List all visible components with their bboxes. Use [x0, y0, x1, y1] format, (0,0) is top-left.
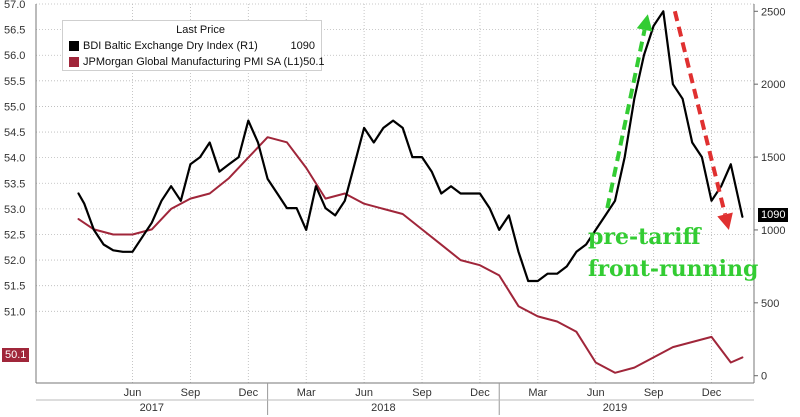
legend-value-bdi: 1090: [290, 40, 315, 52]
left-tick-label: 52.5: [4, 229, 25, 241]
x-tick-label: Dec: [239, 387, 259, 399]
x-tick-label: Jun: [124, 387, 142, 399]
left-tick-label: 51.5: [4, 281, 25, 293]
year-label: 2018: [371, 402, 395, 414]
legend-entry-pmi: JPMorgan Global Manufacturing PMI SA (L1…: [63, 54, 325, 70]
red-down-arrow-shaft: [672, 10, 728, 215]
red-down-arrow: [672, 10, 733, 230]
right-axis: 0 500 1000 1500 2000 2500: [754, 6, 785, 383]
annotation-text-line1: pre-tariff: [588, 224, 701, 250]
legend-entry-bdi: BDI Baltic Exchange Dry Index (R1) 1090: [63, 38, 321, 54]
x-axis: Jun Sep Dec Mar Jun Sep Dec Mar Jun Sep Dec 2017 201…: [36, 383, 754, 415]
x-tick-label: Dec: [702, 387, 722, 399]
left-tick-label: 56.0: [4, 50, 25, 62]
legend-swatch-bdi: [69, 41, 79, 51]
right-tick-label: 1000: [761, 225, 785, 237]
right-tick-label: 500: [761, 298, 779, 310]
left-tick-label: 56.5: [4, 25, 25, 37]
year-label: 2017: [140, 402, 164, 414]
legend-label-bdi: BDI Baltic Exchange Dry Index (R1): [83, 40, 258, 52]
legend-header: Last Price: [176, 24, 225, 36]
x-tick-label: Sep: [644, 387, 664, 399]
x-tick-label: Mar: [297, 387, 316, 399]
series-layer: [77, 10, 744, 374]
x-tick-label: Sep: [412, 387, 432, 399]
x-tick-label: Sep: [181, 387, 201, 399]
right-tick-label: 2500: [761, 6, 785, 18]
plot-frame: [35, 4, 755, 384]
x-tick-label: Jun: [587, 387, 605, 399]
green-up-arrow-head: [636, 14, 653, 32]
left-tick-label: 55.0: [4, 101, 25, 113]
year-label: 2019: [603, 402, 627, 414]
red-down-arrow-head: [717, 212, 733, 230]
series-line-pmi: [77, 136, 744, 374]
last-value-badge-bdi: 1090: [758, 207, 789, 222]
annotation-arrows: [605, 10, 733, 230]
series-line-bdi: [77, 10, 744, 283]
x-tick-label: Jun: [355, 387, 373, 399]
left-tick-label: 52.0: [4, 255, 25, 267]
left-tick-label: 53.0: [4, 204, 25, 216]
left-tick-label: 57.0: [4, 0, 25, 11]
left-tick-label: 51.0: [4, 306, 25, 318]
legend-value-pmi: 50.1: [303, 56, 325, 68]
annotation-text-line2: front-running: [588, 256, 759, 282]
left-tick-label: 54.0: [4, 153, 25, 165]
legend-label-pmi: JPMorgan Global Manufacturing PMI SA (L1…: [83, 56, 304, 68]
legend-swatch-pmi: [69, 57, 79, 67]
legend: Last Price BDI Baltic Exchange Dry Index…: [62, 20, 325, 71]
left-tick-label: 55.5: [4, 76, 25, 88]
right-tick-label: 0: [761, 371, 767, 383]
left-tick-label: 53.5: [4, 178, 25, 190]
green-up-arrow-shaft: [605, 29, 647, 209]
x-tick-label: Dec: [470, 387, 490, 399]
left-tick-label: 54.5: [4, 127, 25, 139]
last-value-badge-pmi: 50.1: [2, 348, 30, 363]
x-tick-label: Mar: [528, 387, 547, 399]
left-axis: 51.0 51.5 52.0 52.5 53.0 53.5 54.0 54.5 55.0 55.5…: [4, 0, 25, 318]
right-tick-label: 1500: [761, 152, 785, 164]
right-tick-label: 2000: [761, 79, 785, 91]
green-up-arrow: [605, 14, 653, 209]
